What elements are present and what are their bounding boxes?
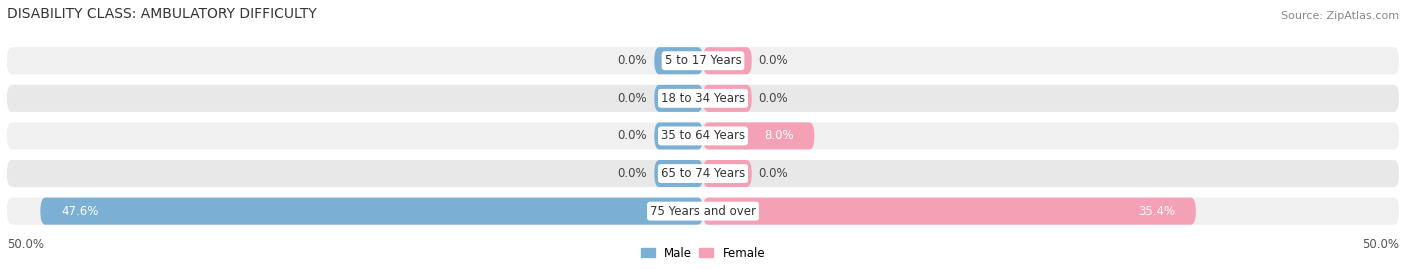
Text: 8.0%: 8.0% — [763, 129, 793, 143]
FancyBboxPatch shape — [654, 47, 703, 74]
FancyBboxPatch shape — [7, 122, 1399, 150]
Text: 18 to 34 Years: 18 to 34 Years — [661, 92, 745, 105]
FancyBboxPatch shape — [703, 122, 814, 150]
Text: 65 to 74 Years: 65 to 74 Years — [661, 167, 745, 180]
Text: DISABILITY CLASS: AMBULATORY DIFFICULTY: DISABILITY CLASS: AMBULATORY DIFFICULTY — [7, 7, 316, 21]
FancyBboxPatch shape — [654, 160, 703, 187]
Text: 35.4%: 35.4% — [1137, 205, 1175, 218]
FancyBboxPatch shape — [654, 122, 703, 150]
FancyBboxPatch shape — [703, 160, 752, 187]
FancyBboxPatch shape — [7, 198, 1399, 225]
FancyBboxPatch shape — [7, 85, 1399, 112]
Text: 75 Years and over: 75 Years and over — [650, 205, 756, 218]
Text: Source: ZipAtlas.com: Source: ZipAtlas.com — [1281, 11, 1399, 21]
FancyBboxPatch shape — [703, 85, 752, 112]
Text: 0.0%: 0.0% — [759, 167, 789, 180]
Text: 0.0%: 0.0% — [617, 129, 647, 143]
FancyBboxPatch shape — [7, 160, 1399, 187]
Text: 50.0%: 50.0% — [1362, 238, 1399, 251]
Text: 50.0%: 50.0% — [7, 238, 44, 251]
Legend: Male, Female: Male, Female — [636, 242, 770, 264]
Text: 0.0%: 0.0% — [759, 54, 789, 67]
FancyBboxPatch shape — [654, 85, 703, 112]
FancyBboxPatch shape — [703, 47, 752, 74]
Text: 0.0%: 0.0% — [617, 167, 647, 180]
Text: 0.0%: 0.0% — [759, 92, 789, 105]
Text: 47.6%: 47.6% — [62, 205, 98, 218]
Text: 35 to 64 Years: 35 to 64 Years — [661, 129, 745, 143]
FancyBboxPatch shape — [7, 47, 1399, 74]
FancyBboxPatch shape — [41, 198, 703, 225]
Text: 0.0%: 0.0% — [617, 54, 647, 67]
Text: 5 to 17 Years: 5 to 17 Years — [665, 54, 741, 67]
Text: 0.0%: 0.0% — [617, 92, 647, 105]
FancyBboxPatch shape — [703, 198, 1197, 225]
